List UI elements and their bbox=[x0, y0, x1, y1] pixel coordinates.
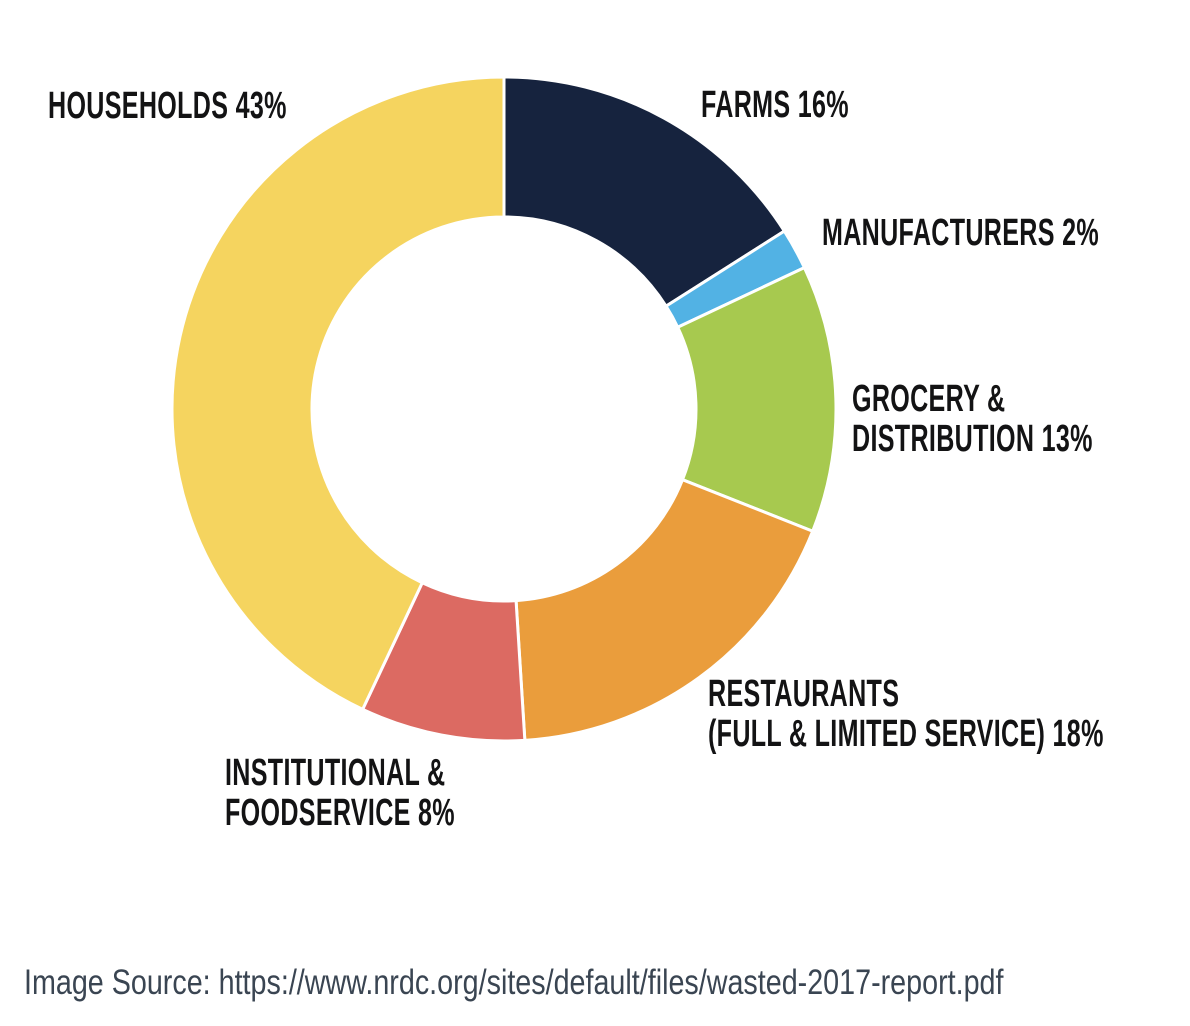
label-institutional-line2: FOODSERVICE 8% bbox=[225, 792, 455, 834]
label-manufacturers: MANUFACTURERS 2% bbox=[822, 213, 1099, 253]
donut-segment-households bbox=[170, 75, 506, 712]
label-grocery-line1: GROCERY & bbox=[852, 378, 1006, 420]
label-farms-text: FARMS 16% bbox=[701, 84, 849, 126]
label-grocery-distribution: GROCERY & DISTRIBUTION 13% bbox=[852, 379, 1093, 459]
donut-segment-restaurants-full-limited-service bbox=[514, 477, 815, 742]
label-manufacturers-text: MANUFACTURERS 2% bbox=[822, 212, 1100, 254]
label-institutional-foodservice: INSTITUTIONAL & FOODSERVICE 8% bbox=[225, 753, 455, 833]
label-institutional-line1: INSTITUTIONAL & bbox=[225, 752, 446, 794]
label-restaurants: RESTAURANTS (FULL & LIMITED SERVICE) 18% bbox=[708, 674, 1104, 754]
label-restaurants-line2: (FULL & LIMITED SERVICE) 18% bbox=[708, 713, 1104, 755]
label-households: HOUSEHOLDS 43% bbox=[48, 86, 287, 126]
label-households-text: HOUSEHOLDS 43% bbox=[48, 85, 287, 127]
label-farms: FARMS 16% bbox=[701, 85, 849, 125]
label-grocery-line2: DISTRIBUTION 13% bbox=[852, 418, 1093, 460]
image-source-caption: Image Source: https://www.nrdc.org/sites… bbox=[24, 963, 1004, 1002]
donut-segment-farms bbox=[502, 75, 787, 309]
label-restaurants-line1: RESTAURANTS bbox=[708, 673, 900, 715]
